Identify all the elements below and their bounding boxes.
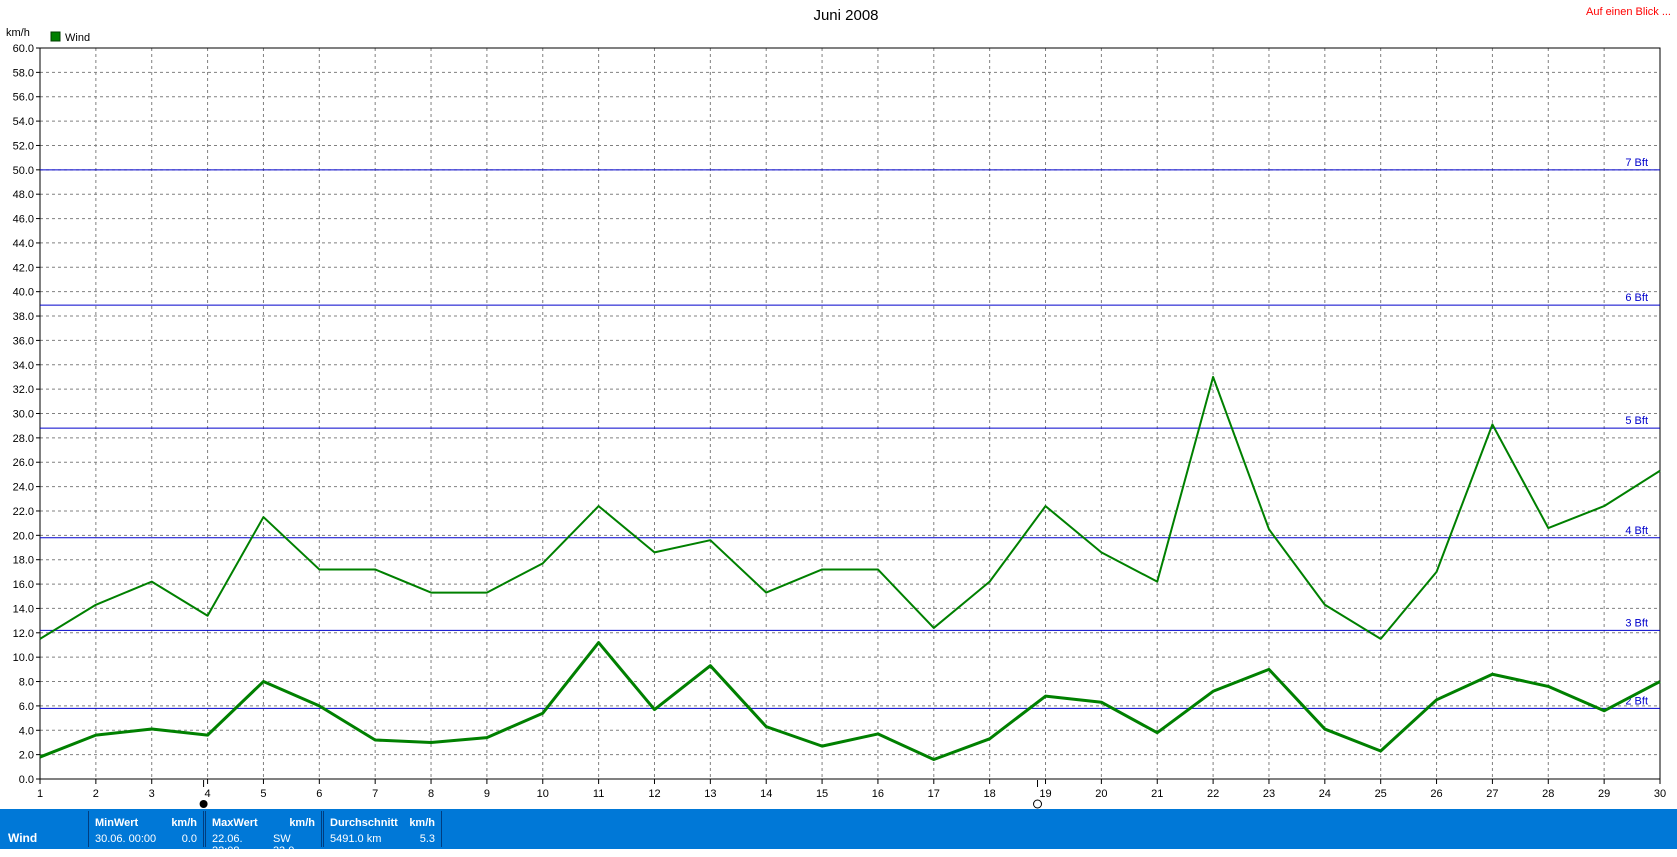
x-tick-label: 11 <box>593 788 604 800</box>
series-line-max <box>39 375 1661 640</box>
y-axis-unit: km/h <box>6 27 30 39</box>
x-tick-label: 6 <box>316 788 322 800</box>
x-tick-label: 18 <box>984 788 996 800</box>
x-tick-label: 12 <box>648 788 660 800</box>
y-tick-label: 8.0 <box>19 677 34 689</box>
axis-ticks: 0.0 2.0 4.0 6.0 8.0 10.0 12.0 14.0 16.0 18.0 20.0 2… <box>13 43 1667 800</box>
max-box: MaxWert km/h 22.06. 22:08 SW 33.0 <box>205 811 322 857</box>
y-tick-label: 32.0 <box>13 384 34 396</box>
series-lines <box>39 375 1661 762</box>
x-tick-label: 26 <box>1430 788 1442 800</box>
x-tick-label: 13 <box>704 788 716 800</box>
y-tick-label: 14.0 <box>13 603 34 615</box>
min-header: MinWert <box>95 817 139 829</box>
max-date: 22.06. 22:08 <box>212 833 243 857</box>
min-unit: km/h <box>171 817 197 829</box>
max-value: 33.0 <box>272 845 295 857</box>
max-header: MaxWert <box>212 817 258 829</box>
min-value: 0.0 <box>181 833 197 845</box>
axis-markers <box>199 780 1043 809</box>
y-tick-label: 40.0 <box>13 287 34 299</box>
axis-marker-dot <box>199 800 208 808</box>
x-tick-label: 25 <box>1375 788 1387 800</box>
avg-total: 5491.0 km <box>330 833 382 845</box>
x-tick-label: 30 <box>1654 788 1666 800</box>
y-tick-label: 52.0 <box>13 140 34 152</box>
chart-grid <box>39 47 1661 780</box>
y-tick-label: 46.0 <box>13 214 34 226</box>
summary-row-label: Wind <box>8 831 38 845</box>
x-tick-label: 2 <box>93 788 99 800</box>
bft-label: 7 Bft <box>1625 157 1648 169</box>
avg-value: 5.3 <box>419 833 435 845</box>
y-tick-label: 26.0 <box>13 457 34 469</box>
x-tick-label: 29 <box>1598 788 1610 800</box>
x-tick-label: 28 <box>1542 788 1554 800</box>
y-tick-label: 48.0 <box>13 189 34 201</box>
avg-unit: km/h <box>409 817 435 829</box>
y-tick-label: 18.0 <box>13 555 34 567</box>
x-tick-label: 19 <box>1039 788 1051 800</box>
y-tick-label: 34.0 <box>13 360 34 372</box>
x-tick-label: 17 <box>928 788 940 800</box>
y-tick-label: 20.0 <box>13 530 34 542</box>
x-tick-label: 1 <box>37 788 43 800</box>
x-tick-label: 4 <box>205 788 211 800</box>
x-tick-label: 22 <box>1207 788 1219 800</box>
chart-title: Juni 2008 <box>813 7 878 24</box>
x-tick-label: 23 <box>1263 788 1275 800</box>
y-tick-label: 58.0 <box>13 67 34 79</box>
y-tick-label: 50.0 <box>13 165 34 177</box>
x-tick-label: 8 <box>428 788 434 800</box>
x-tick-label: 14 <box>760 788 772 800</box>
bft-label: 6 Bft <box>1625 292 1648 304</box>
x-tick-label: 24 <box>1319 788 1331 800</box>
x-tick-label: 3 <box>149 788 155 800</box>
bft-label: 5 Bft <box>1625 415 1648 427</box>
max-unit: km/h <box>289 817 315 829</box>
y-tick-label: 16.0 <box>13 579 34 591</box>
y-tick-label: 6.0 <box>19 701 34 713</box>
x-tick-label: 20 <box>1095 788 1107 800</box>
y-tick-label: 44.0 <box>13 238 34 250</box>
x-tick-label: 5 <box>260 788 266 800</box>
y-tick-label: 42.0 <box>13 262 34 274</box>
y-tick-label: 56.0 <box>13 92 34 104</box>
x-tick-label: 7 <box>372 788 378 800</box>
max-dir: SW <box>272 833 291 845</box>
y-tick-label: 10.0 <box>13 652 34 664</box>
y-tick-label: 54.0 <box>13 116 34 128</box>
legend-label: Wind <box>65 32 90 44</box>
avg-box: Durchschnitt km/h 5491.0 km 5.3 <box>323 811 442 847</box>
bft-label: 3 Bft <box>1625 617 1648 629</box>
x-tick-label: 16 <box>872 788 884 800</box>
avg-header: Durchschnitt <box>330 817 398 829</box>
overview-link[interactable]: Auf einen Blick ... <box>1586 6 1671 18</box>
x-tick-label: 10 <box>537 788 549 800</box>
axis-marker-dot <box>1033 799 1043 809</box>
x-tick-label: 15 <box>816 788 828 800</box>
y-tick-label: 4.0 <box>19 725 34 737</box>
min-box: MinWert km/h 30.06. 00:00 0.0 <box>88 811 204 847</box>
series-line-avg <box>39 641 1661 762</box>
summary-bar: Wind MinWert km/h 30.06. 00:00 0.0 MaxWert… <box>0 809 1677 857</box>
y-tick-label: 38.0 <box>13 311 34 323</box>
y-tick-label: 30.0 <box>13 409 34 421</box>
y-tick-label: 22.0 <box>13 506 34 518</box>
y-tick-label: 24.0 <box>13 482 34 494</box>
x-tick-label: 21 <box>1151 788 1163 800</box>
x-tick-label: 9 <box>484 788 490 800</box>
legend-swatch <box>50 31 61 42</box>
min-date: 30.06. 00:00 <box>95 833 157 845</box>
y-tick-label: 60.0 <box>13 43 34 55</box>
y-tick-label: 0.0 <box>19 774 34 786</box>
y-tick-label: 12.0 <box>13 628 34 640</box>
x-tick-label: 27 <box>1486 788 1498 800</box>
y-tick-label: 36.0 <box>13 335 34 347</box>
y-tick-label: 28.0 <box>13 433 34 445</box>
bft-label: 4 Bft <box>1625 525 1648 537</box>
y-tick-label: 2.0 <box>19 750 34 762</box>
